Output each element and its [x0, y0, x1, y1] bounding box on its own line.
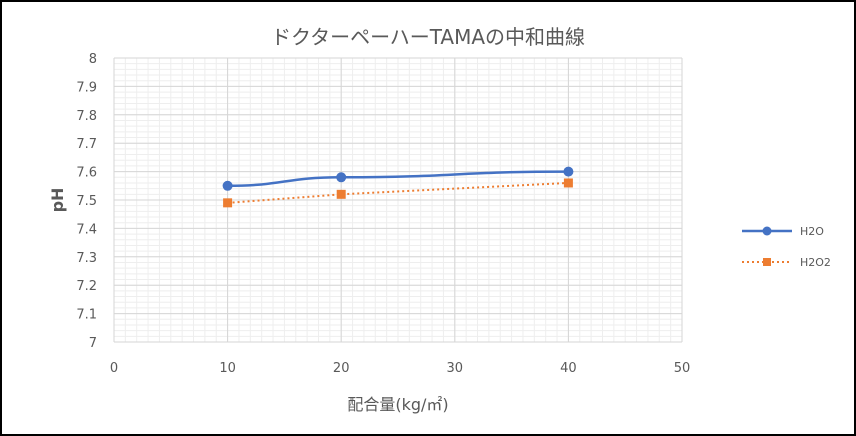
- data-point-h2o2: [563, 178, 573, 188]
- y-tick-label: 7.4: [76, 222, 97, 237]
- x-tick-label: 50: [674, 361, 691, 376]
- x-axis-title: 配合量(kg/㎡): [347, 395, 448, 414]
- x-tick-label: 40: [560, 361, 577, 376]
- y-axis-title: pH: [48, 188, 67, 213]
- x-tick-label: 20: [333, 361, 350, 376]
- x-tick-label: 10: [219, 361, 236, 376]
- y-tick-label: 8: [89, 52, 97, 67]
- y-tick-label: 7.7: [76, 137, 97, 152]
- data-point-h2o: [336, 172, 347, 183]
- y-tick-label: 7.2: [76, 279, 97, 294]
- major-grid: [113, 57, 683, 343]
- x-axis-ticks: 0 10 20 30 40 50: [110, 361, 690, 376]
- data-point-h2o: [563, 166, 574, 177]
- legend: H2O H2O2: [742, 225, 831, 269]
- x-tick-label: 30: [447, 361, 464, 376]
- data-point-h2o2: [223, 198, 233, 208]
- series-line-h2o: [227, 170, 569, 188]
- legend-marker-h2o2: [763, 258, 771, 266]
- y-tick-label: 7.1: [76, 308, 97, 323]
- y-tick-label: 7: [89, 336, 97, 351]
- series-line-h2o2: [227, 181, 569, 204]
- chart-title: ドクターペーハーTAMAの中和曲線: [271, 25, 585, 49]
- y-tick-label: 7.9: [76, 80, 97, 95]
- y-tick-label: 7.5: [76, 194, 97, 209]
- series-layer: [222, 166, 574, 208]
- x-tick-label: 0: [110, 361, 118, 376]
- legend-label-h2o2: H2O2: [800, 256, 831, 269]
- y-axis-ticks: 7 7.1 7.2 7.3 7.4 7.5 7.6 7.7 7.8 7.9 8: [76, 52, 97, 351]
- data-point-h2o2: [336, 189, 346, 199]
- y-tick-label: 7.3: [76, 251, 97, 266]
- y-tick-label: 7.6: [76, 166, 97, 181]
- legend-marker-h2o: [762, 226, 772, 236]
- y-tick-label: 7.8: [76, 109, 97, 124]
- data-point-h2o: [222, 180, 233, 191]
- legend-label-h2o: H2O: [800, 225, 824, 238]
